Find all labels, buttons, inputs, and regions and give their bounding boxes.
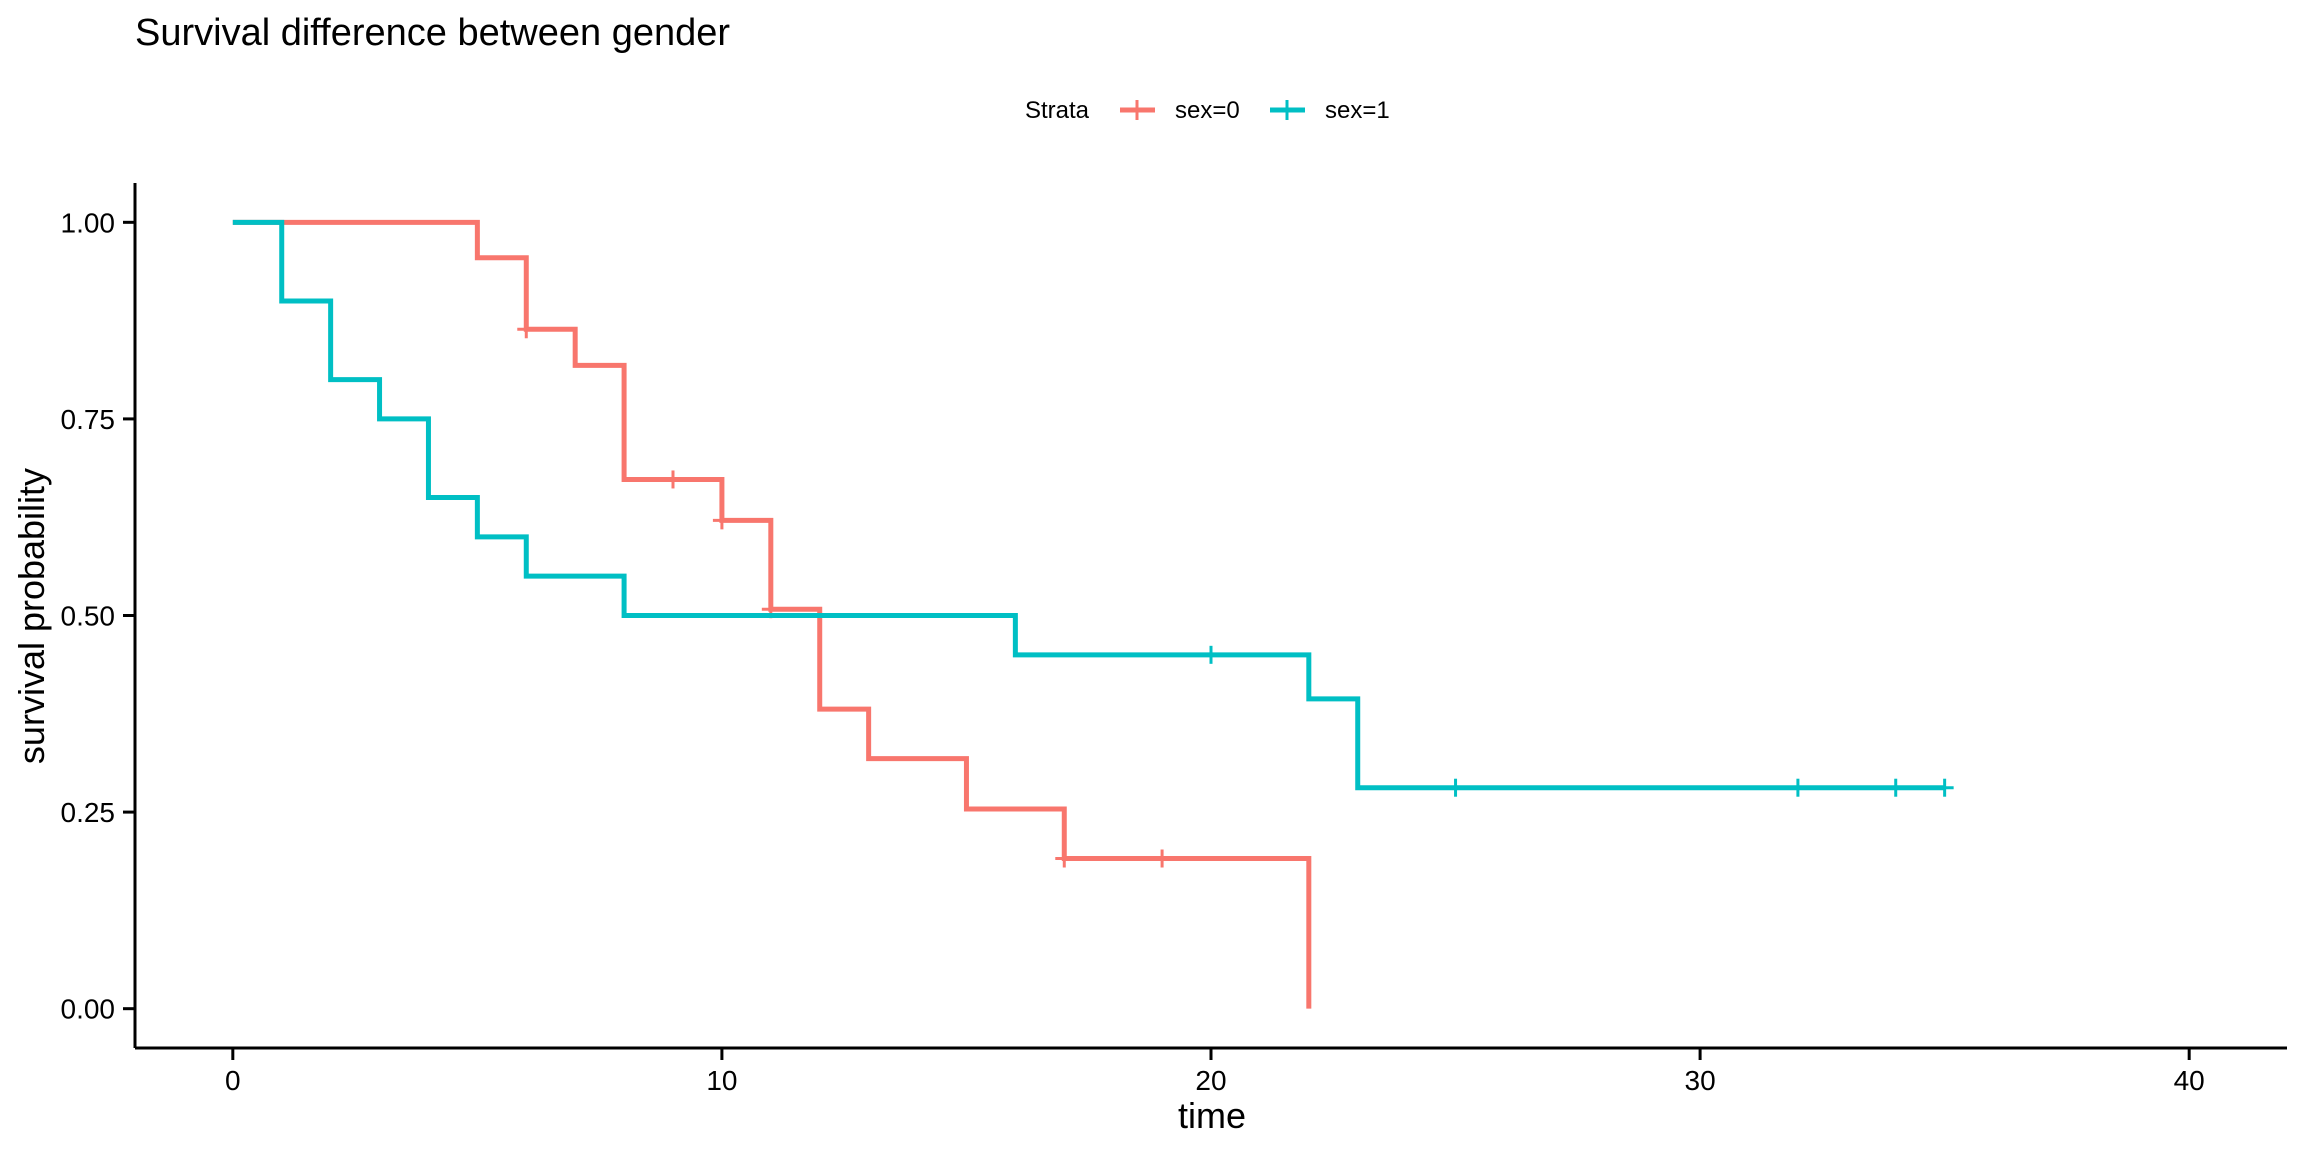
y-tick-label: 0.75: [61, 404, 116, 435]
survival-curve-series-1: [232, 219, 1945, 791]
x-tick-label: 30: [1685, 1065, 1716, 1096]
x-tick-label: 0: [225, 1065, 241, 1096]
y-tick-label: 0.25: [61, 797, 116, 828]
survival-curve-series-0: [232, 219, 1312, 1009]
legend-label-sex1: sex=1: [1325, 97, 1390, 124]
y-tick-label: 1.00: [61, 207, 116, 238]
legend-label-sex0: sex=0: [1175, 97, 1240, 124]
x-tick-label: 10: [706, 1065, 737, 1096]
legend-title: Strata: [1025, 97, 1090, 124]
legend-entry-sex1: sex=1: [1270, 97, 1390, 124]
x-tick-label: 40: [2174, 1065, 2205, 1096]
plot-area: 0 10 20 30 40 0.00 0.25 0.50 0.75 1.00: [61, 183, 2287, 1096]
legend-entry-sex0: sex=0: [1120, 97, 1240, 124]
y-tick-label: 0.00: [61, 994, 116, 1025]
y-tick-label: 0.50: [61, 601, 116, 632]
legend: Strata sex=0 sex=1: [1025, 97, 1390, 124]
y-axis-label: survival probability: [11, 468, 52, 764]
x-axis-label: time: [1178, 1095, 1246, 1136]
chart-title: Survival difference between gender: [135, 12, 730, 54]
x-tick-label: 20: [1195, 1065, 1226, 1096]
